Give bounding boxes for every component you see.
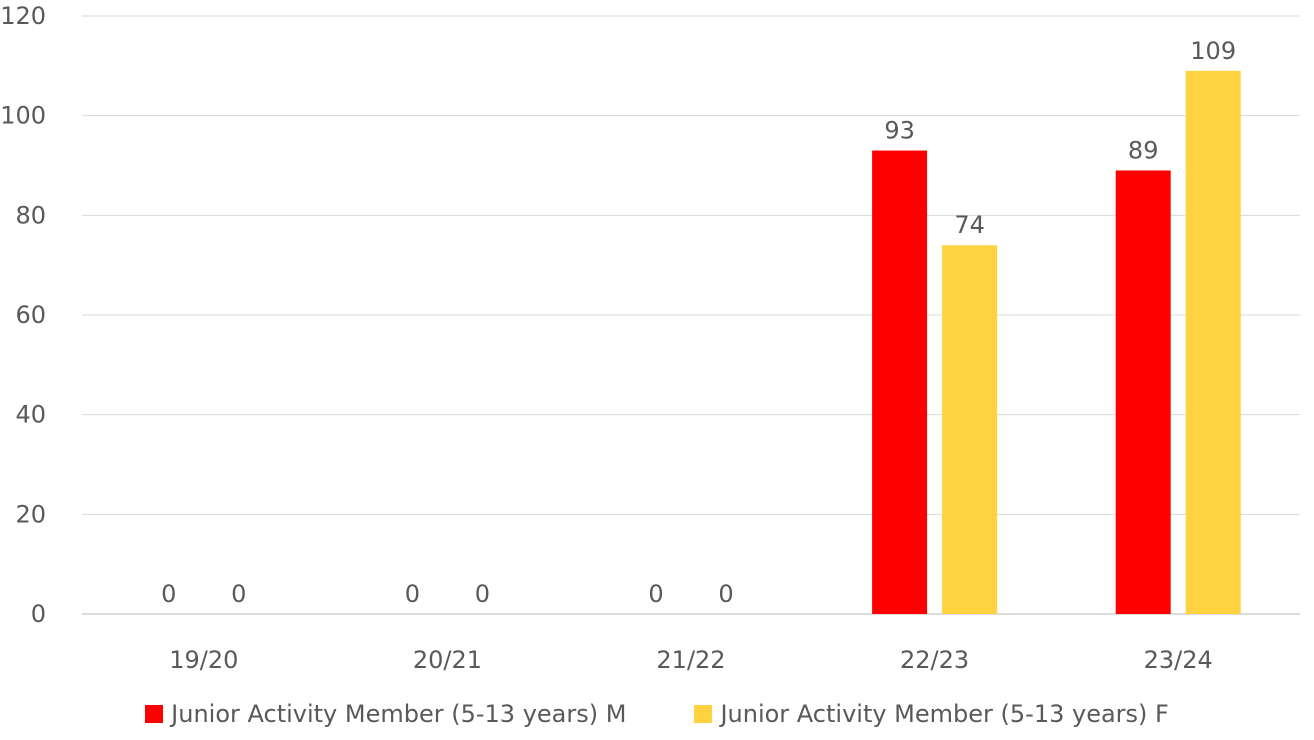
x-tick-label: 19/20 xyxy=(169,646,238,674)
data-label: 93 xyxy=(884,117,915,145)
legend-item-male: Junior Activity Member (5-13 years) M xyxy=(145,700,626,728)
legend-item-female: Junior Activity Member (5-13 years) F xyxy=(694,700,1169,728)
x-tick-label: 20/21 xyxy=(413,646,482,674)
data-label: 0 xyxy=(161,580,176,608)
y-tick-label: 0 xyxy=(31,600,46,628)
data-label: 0 xyxy=(475,580,490,608)
bar xyxy=(872,150,928,615)
legend: Junior Activity Member (5-13 years) M Ju… xyxy=(0,700,1314,728)
x-axis-ticks: 19/20 20/21 21/22 22/23 23/24 xyxy=(169,646,1213,674)
legend-swatch-female xyxy=(694,705,713,723)
data-labels: 0 0 0 0 0 0 93 74 89 109 xyxy=(161,37,1236,608)
y-tick-label: 120 xyxy=(0,2,46,30)
bar xyxy=(1185,70,1241,615)
x-tick-label: 22/23 xyxy=(900,646,969,674)
legend-swatch-male xyxy=(145,705,164,723)
data-label: 0 xyxy=(648,580,663,608)
y-axis-ticks: 0 20 40 60 80 100 120 xyxy=(0,2,46,628)
data-label: 109 xyxy=(1190,37,1236,65)
bars xyxy=(872,70,1241,615)
y-tick-label: 100 xyxy=(0,102,46,130)
legend-label-male: Junior Activity Member (5-13 years) M xyxy=(171,700,627,728)
bar xyxy=(1115,170,1171,614)
y-tick-label: 40 xyxy=(15,401,46,429)
legend-label-female: Junior Activity Member (5-13 years) F xyxy=(720,700,1169,728)
gridlines xyxy=(82,15,1300,615)
y-tick-label: 80 xyxy=(15,201,46,229)
x-tick-label: 23/24 xyxy=(1144,646,1213,674)
x-tick-label: 21/22 xyxy=(656,646,725,674)
data-label: 0 xyxy=(718,580,733,608)
data-label: 74 xyxy=(954,211,985,239)
data-label: 0 xyxy=(405,580,420,608)
data-label: 89 xyxy=(1128,136,1159,164)
y-tick-label: 20 xyxy=(15,500,46,528)
bar xyxy=(942,245,998,614)
data-label: 0 xyxy=(231,580,246,608)
y-tick-label: 60 xyxy=(15,301,46,329)
